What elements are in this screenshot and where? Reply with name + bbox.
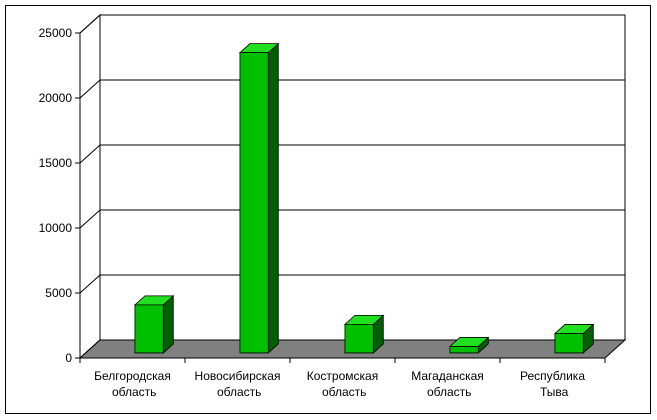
x-tick-label: Магаданская область — [411, 369, 484, 399]
bar — [553, 323, 595, 354]
x-tick-label: Новосибирская область — [195, 369, 281, 399]
bar-front — [134, 304, 164, 354]
bar-front — [449, 346, 479, 354]
bar-side — [162, 294, 174, 354]
x-tick-label: Костромская область — [307, 369, 378, 399]
grid-line — [79, 144, 625, 164]
back-wall — [99, 14, 626, 341]
side-wall — [79, 13, 101, 360]
bar-front — [239, 52, 269, 354]
bar — [133, 294, 175, 354]
bar-front — [554, 333, 584, 354]
grid-line — [79, 274, 625, 294]
y-tick-label: 0 — [65, 351, 72, 365]
y-tick-label: 5000 — [45, 286, 72, 300]
grid-line — [79, 14, 625, 34]
bar-front — [344, 323, 374, 354]
bar — [238, 42, 280, 354]
bar-side — [267, 42, 279, 354]
y-tick-label: 25000 — [39, 26, 73, 40]
y-tick-label: 15000 — [39, 156, 73, 170]
grid-line — [79, 79, 625, 99]
grid-line — [79, 209, 625, 229]
y-tick-label: 10000 — [39, 221, 73, 235]
bar — [448, 336, 490, 354]
x-tick-label: Республика Тыва — [520, 369, 585, 399]
x-tick-label: Белгородская область — [94, 369, 171, 399]
bar — [343, 314, 385, 354]
y-tick-label: 20000 — [39, 91, 73, 105]
